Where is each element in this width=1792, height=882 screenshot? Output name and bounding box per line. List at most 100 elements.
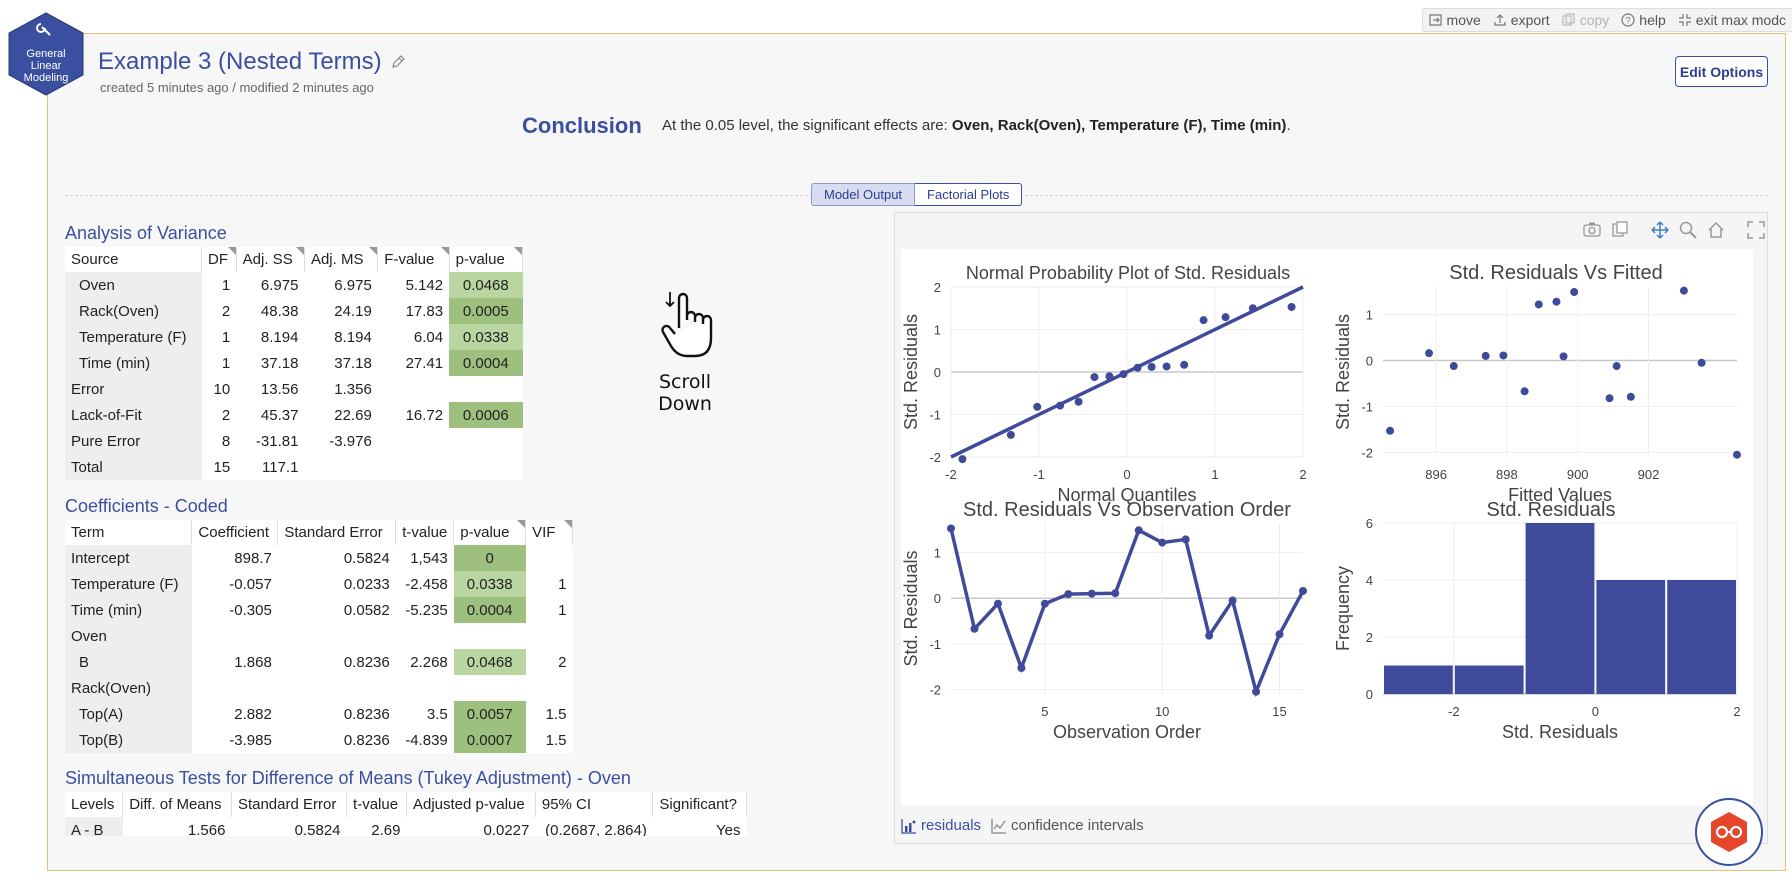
coef-row: Time (min) -0.305 0.0582 -5.235 0.0004 1 — [65, 597, 573, 623]
fullscreen-icon[interactable] — [1747, 221, 1765, 244]
data-point — [1040, 599, 1049, 608]
data-point — [1006, 430, 1015, 439]
plot-tabs: residuals confidence intervals — [901, 817, 1154, 834]
anova-cell-f: 16.72 — [405, 406, 444, 424]
page-title-text: Example 3 (Nested Terms) — [98, 48, 382, 75]
anova-col-df[interactable]: DF — [201, 247, 237, 272]
anova-cell-source: Time (min) — [65, 350, 202, 376]
conclusion-text: At the 0.05 level, the significant effec… — [662, 117, 1291, 134]
anova-col-ms[interactable]: Adj. MS — [304, 247, 379, 272]
tab-confidence-label: confidence intervals — [1011, 817, 1144, 834]
coef-cell-term: Temperature (F) — [65, 571, 192, 597]
copy-plot-icon[interactable] — [1611, 221, 1629, 244]
tukey-cell-levels: A - B — [65, 817, 123, 836]
home-icon[interactable] — [1707, 221, 1725, 244]
anova-row: Time (min) 1 37.18 37.18 27.41 0.0004 — [65, 350, 523, 376]
coef-cell-vif: 1.5 — [545, 731, 567, 749]
assistant-button[interactable] — [1695, 798, 1763, 866]
copy-icon — [1562, 13, 1575, 26]
data-point — [970, 624, 979, 633]
anova-cell-ms: -3.976 — [329, 432, 372, 450]
y-tick-label: 0 — [1366, 354, 1373, 369]
y-tick-label: 2 — [1366, 630, 1373, 645]
data-point — [1299, 586, 1307, 595]
data-point — [1133, 363, 1142, 372]
anova-cell-df: 10 — [213, 380, 231, 398]
tab-model-output[interactable]: Model Output — [811, 183, 916, 206]
tab-confidence-intervals[interactable]: confidence intervals — [991, 817, 1144, 834]
coef-cell-coef: -0.057 — [229, 575, 272, 593]
coef-cell-p: 0.0057 — [453, 701, 526, 727]
coef-col-coef: Coefficient — [191, 520, 279, 545]
anova-cell-ms: 1.356 — [334, 380, 372, 398]
y-axis-label: Frequency — [1333, 566, 1353, 651]
coef-col-vif[interactable]: VIF — [525, 520, 573, 545]
coef-row: B 1.868 0.8236 2.268 0.0468 2 — [65, 649, 573, 675]
y-axis-label: Std. Residuals — [1333, 314, 1353, 430]
x-tick-label: 0 — [1123, 467, 1130, 482]
tab-factorial-plots[interactable]: Factorial Plots — [915, 183, 1023, 206]
data-point — [1180, 360, 1189, 369]
data-point — [1090, 373, 1099, 382]
coef-cell-t: -2.458 — [405, 575, 448, 593]
anova-col-f[interactable]: F-value — [377, 247, 450, 272]
camera-icon[interactable] — [1583, 221, 1601, 244]
data-point — [1147, 362, 1156, 371]
coef-col-p[interactable]: p-value — [453, 520, 527, 545]
edit-options-button[interactable]: Edit Options — [1675, 56, 1768, 87]
anova-cell-ss: -31.81 — [255, 432, 299, 450]
zoom-icon[interactable] — [1679, 221, 1697, 244]
coef-cell-vif — [526, 545, 573, 571]
x-tick-label: 896 — [1425, 467, 1447, 482]
coef-cell-vif: 1 — [558, 575, 567, 593]
y-tick-label: 0 — [934, 365, 941, 380]
data-point — [1499, 351, 1508, 360]
coef-col-term: Term — [65, 520, 193, 545]
coef-cell-se — [278, 623, 396, 649]
anova-cell-ss: 37.18 — [260, 354, 299, 372]
anova-cell-f — [378, 454, 449, 480]
tukey-col-se: Standard Error — [231, 792, 348, 817]
tukey-header-row: Levels Diff. of Means Standard Error t-v… — [65, 792, 747, 817]
copy-label: copy — [1579, 12, 1610, 28]
coef-cell-p — [454, 623, 526, 649]
anova-cell-df: 1 — [221, 354, 231, 372]
tukey-col-sig: Significant? — [652, 792, 747, 817]
anova-cell-ms: 24.19 — [334, 302, 372, 320]
export-label: export — [1510, 12, 1550, 28]
pan-icon[interactable] — [1651, 221, 1669, 244]
exit-label: exit max modc — [1695, 12, 1786, 28]
coef-cell-term: Time (min) — [65, 597, 192, 623]
anova-cell-source: Rack(Oven) — [65, 298, 202, 324]
coef-cell-se: 0.8236 — [343, 653, 390, 671]
move-button[interactable]: move — [1428, 12, 1481, 28]
data-point — [947, 524, 955, 533]
export-button[interactable]: export — [1493, 12, 1550, 28]
pencil-icon[interactable] — [390, 54, 406, 70]
tab-residuals[interactable]: residuals — [901, 817, 981, 834]
coef-cell-term: Top(B) — [65, 727, 192, 753]
coef-cell-coef: -0.305 — [229, 601, 272, 619]
y-tick-label: 4 — [1366, 573, 1373, 588]
chart-3: 0 2 4 6 -2 0 2 Std. Residuals Std. Residuals Freq… — [1333, 499, 1741, 742]
help-button[interactable]: ? help — [1621, 12, 1666, 28]
anova-col-p[interactable]: p-value — [449, 247, 524, 272]
coef-cell-coef: 2.882 — [234, 705, 272, 723]
coef-cell-term: B — [65, 649, 192, 675]
x-tick-label: -1 — [1033, 467, 1045, 482]
coef-cell-term: Intercept — [65, 545, 192, 571]
copy-button[interactable]: copy — [1562, 12, 1610, 28]
badge-line1: General — [26, 48, 65, 60]
coef-table: Term Coefficient Standard Error t-value … — [65, 520, 573, 753]
data-point — [1534, 300, 1543, 309]
exit-max-mode-button[interactable]: exit max modc — [1678, 12, 1786, 28]
page-subtitle: created 5 minutes ago / modified 2 minut… — [100, 80, 374, 95]
anova-cell-p: 0.0338 — [449, 324, 523, 350]
data-point — [1134, 526, 1143, 535]
anova-cell-f: 17.83 — [405, 302, 444, 320]
anova-table: Source DF Adj. SS Adj. MS F-value p-valu… — [65, 247, 524, 480]
conclusion-effects: Oven, Rack(Oven), Temperature (F), Time … — [951, 117, 1287, 134]
svg-text:?: ? — [1626, 16, 1631, 26]
data-point — [1119, 370, 1128, 379]
anova-col-ss[interactable]: Adj. SS — [236, 247, 305, 272]
